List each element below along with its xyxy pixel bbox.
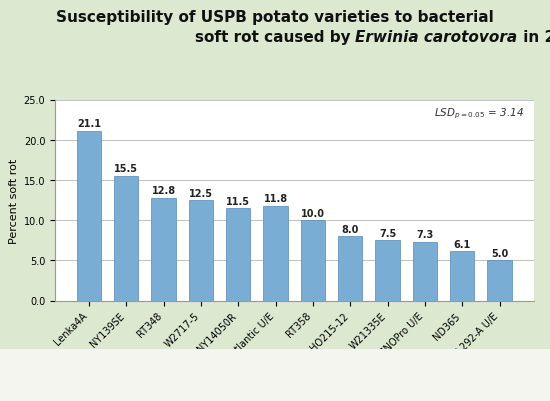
Bar	[114, 176, 139, 301]
Bar	[376, 241, 400, 301]
Bar	[301, 221, 325, 301]
Bar	[338, 237, 362, 301]
Text: LSD$_{p=0.05}$ = 3.14: LSD$_{p=0.05}$ = 3.14	[434, 106, 524, 121]
Y-axis label: Percent soft rot: Percent soft rot	[9, 158, 19, 243]
Text: 7.5: 7.5	[379, 228, 396, 238]
Bar	[77, 132, 101, 301]
Text: 11.5: 11.5	[226, 196, 250, 206]
Text: 10.0: 10.0	[301, 208, 325, 218]
Text: in 2012: in 2012	[518, 30, 550, 45]
Bar	[413, 242, 437, 301]
Text: 12.8: 12.8	[151, 186, 175, 196]
Text: 6.1: 6.1	[454, 239, 471, 249]
Bar	[263, 206, 288, 301]
Text: soft rot caused by: soft rot caused by	[195, 30, 355, 45]
Bar	[151, 198, 175, 301]
Text: 7.3: 7.3	[416, 230, 433, 240]
Text: 11.8: 11.8	[263, 194, 288, 204]
Text: Susceptibility of USPB potato varieties to bacterial: Susceptibility of USPB potato varieties …	[56, 10, 494, 25]
Bar	[450, 252, 475, 301]
Text: 8.0: 8.0	[342, 224, 359, 234]
Bar	[189, 200, 213, 301]
Text: 15.5: 15.5	[114, 164, 138, 174]
X-axis label: Variety/Selection: Variety/Selection	[247, 370, 342, 380]
Text: Erwinia carotovora: Erwinia carotovora	[355, 30, 518, 45]
Text: 21.1: 21.1	[77, 119, 101, 129]
Bar	[226, 209, 250, 301]
Text: 12.5: 12.5	[189, 188, 213, 198]
Text: 5.0: 5.0	[491, 248, 508, 258]
Bar	[487, 261, 512, 301]
